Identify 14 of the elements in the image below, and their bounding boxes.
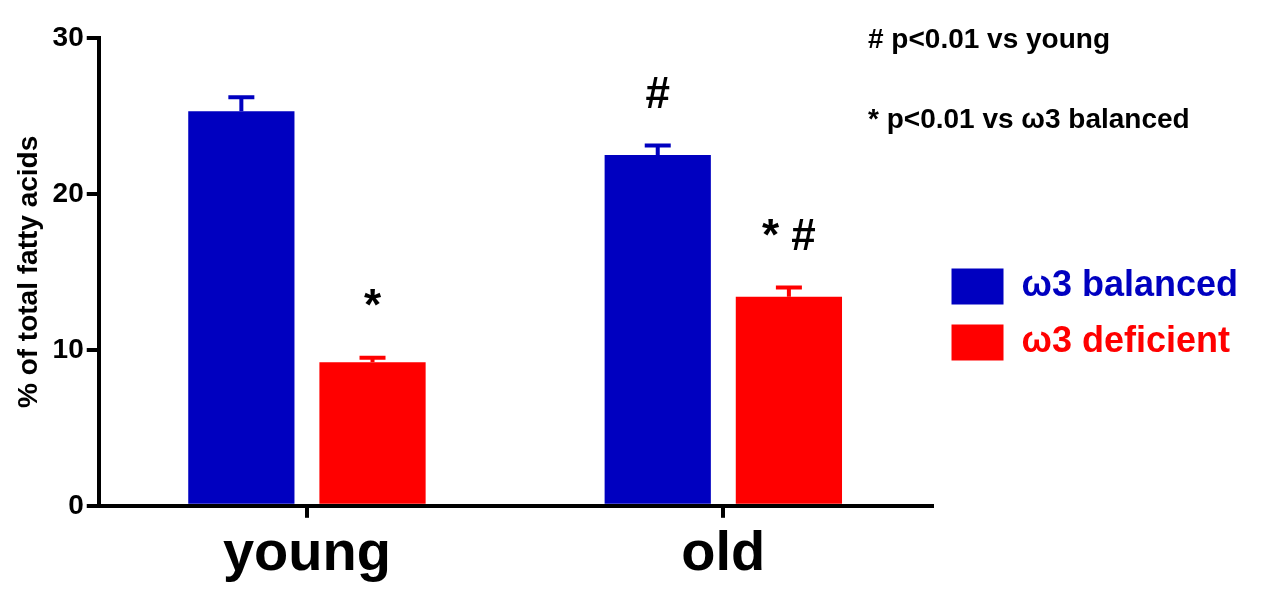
legend-label: ω3 balanced xyxy=(1021,263,1239,305)
annotation: # p<0.01 vs young xyxy=(868,22,1110,54)
y-axis-title: % of total fatty acids xyxy=(11,135,43,409)
y-tick-label: 30 xyxy=(52,20,84,52)
x-tick-label: old xyxy=(681,518,766,582)
y-tick-label: 10 xyxy=(52,332,84,364)
y-tick-label: 20 xyxy=(52,176,84,208)
data-label: # xyxy=(645,67,670,117)
legend-label: ω3 deficient xyxy=(1021,319,1230,361)
x-tick-label: young xyxy=(222,518,391,582)
annotation: * p<0.01 vs ω3 balanced xyxy=(868,102,1190,134)
data-label: * xyxy=(363,279,382,329)
data-label: * # xyxy=(761,209,816,259)
y-tick-label: 0 xyxy=(68,488,84,520)
